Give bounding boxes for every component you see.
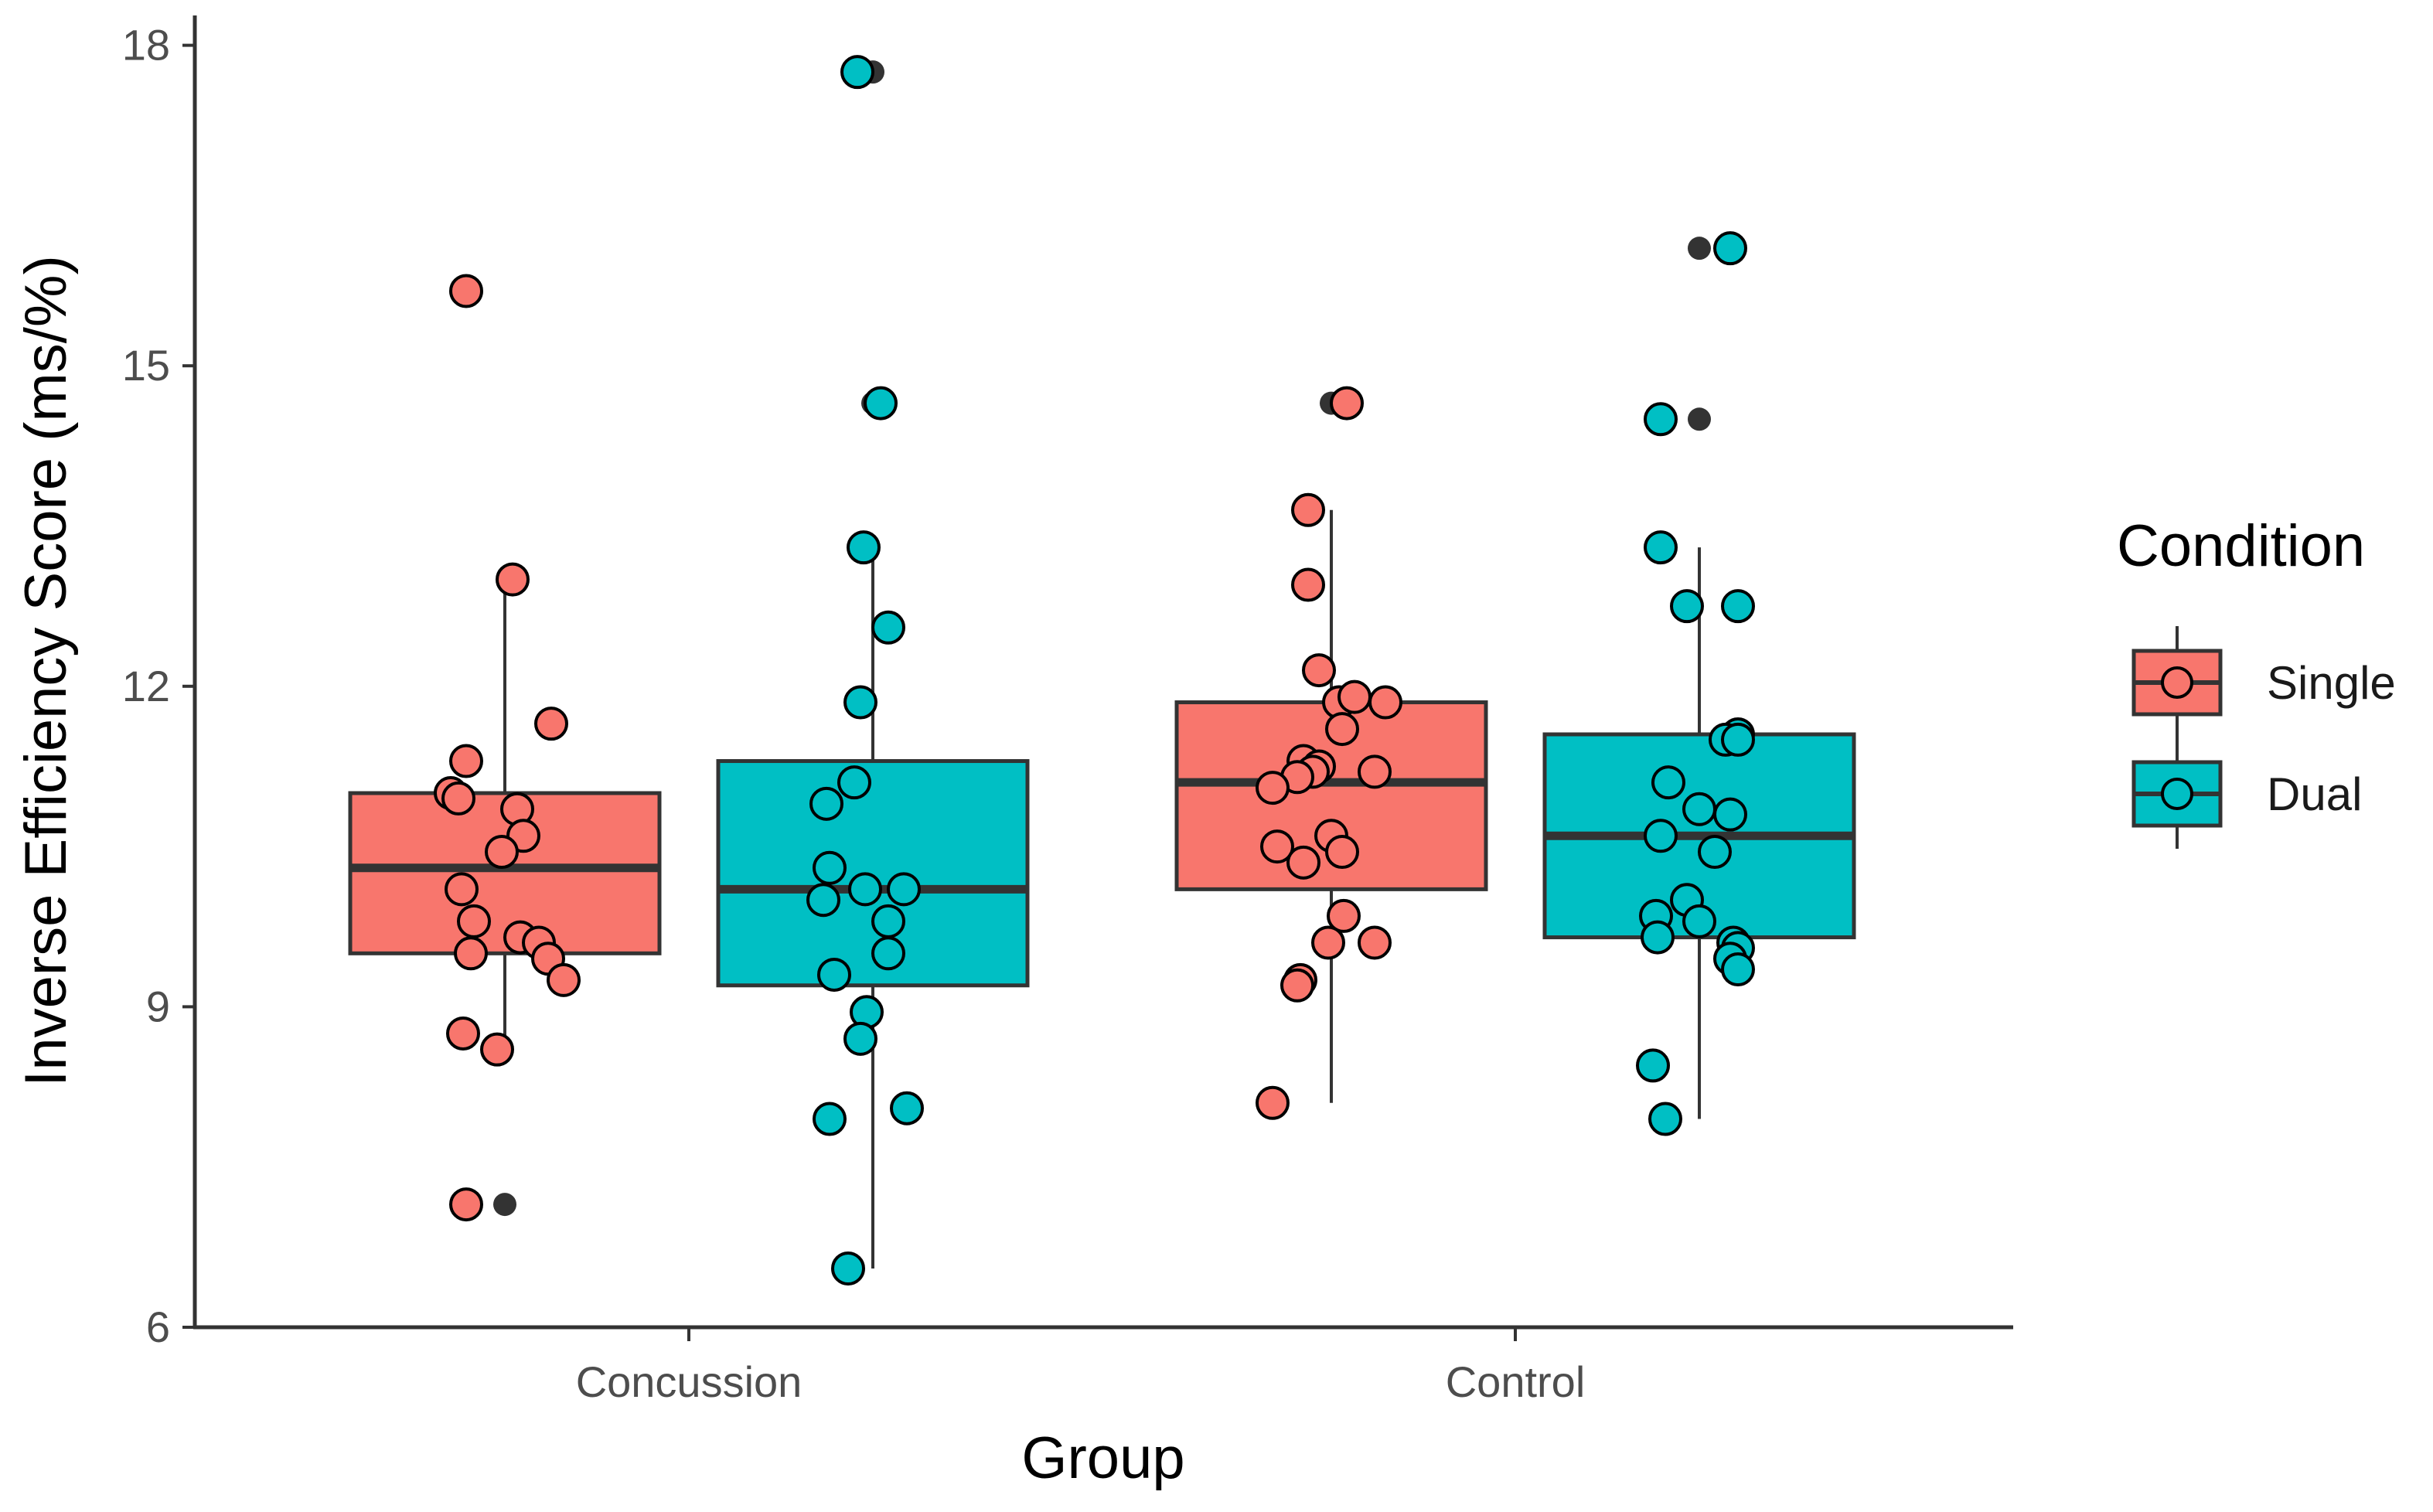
data-point-dual-concussion (871, 904, 905, 938)
x-axis-title: Group (1021, 1425, 1184, 1491)
data-point-single-concussion (445, 872, 479, 907)
x-tick-label: Control (1446, 1357, 1586, 1406)
data-point-dual-control (1721, 722, 1755, 757)
legend-label-single: Single (2267, 657, 2396, 709)
data-point-single-control (1368, 685, 1402, 720)
data-point-dual-concussion (843, 1021, 877, 1056)
data-point-dual-control (1698, 835, 1732, 870)
legend: Condition Single Dual (2117, 513, 2396, 849)
data-point-dual-control (1644, 530, 1678, 565)
data-point-dual-concussion (831, 1251, 865, 1286)
data-point-dual-concussion (840, 55, 874, 90)
data-point-single-control (1302, 653, 1336, 688)
data-point-single-control (1280, 968, 1314, 1003)
data-point-dual-control (1721, 589, 1755, 624)
data-point-single-control (1311, 925, 1345, 960)
data-point-dual-control (1670, 589, 1704, 624)
data-point-dual-control (1651, 765, 1685, 800)
data-point-single-concussion (480, 1032, 514, 1067)
data-point-dual-concussion (871, 610, 905, 645)
data-point-dual-control (1648, 1102, 1682, 1136)
data-point-dual-control (1644, 819, 1678, 853)
data-point-dual-concussion (813, 1102, 847, 1136)
data-point-dual-control (1636, 1048, 1670, 1083)
data-point-single-concussion (457, 904, 491, 938)
data-point-single-control (1325, 712, 1359, 747)
data-point-dual-control (1644, 402, 1678, 437)
outlier-point-single-concussion (493, 1193, 516, 1217)
legend-key-point-single (2161, 666, 2193, 699)
y-tick-label: 6 (146, 1303, 170, 1351)
data-point-single-control (1291, 567, 1325, 602)
data-point-dual-concussion (847, 530, 881, 565)
boxes-layer (348, 60, 1856, 1269)
data-point-single-control (1358, 754, 1392, 789)
data-point-single-concussion (446, 1016, 480, 1051)
legend-key-point-dual (2161, 778, 2193, 810)
ticks-layer: 6 9 12 15 18 Concussion Control (122, 21, 1586, 1406)
data-point-dual-control (1713, 231, 1747, 266)
data-point-dual-control (1641, 920, 1675, 955)
data-point-dual-concussion (864, 386, 898, 421)
data-point-dual-concussion (809, 786, 843, 821)
data-point-single-concussion (547, 962, 581, 997)
y-tick-label: 12 (122, 662, 170, 710)
axes-layer (193, 15, 2013, 1330)
data-point-single-concussion (449, 744, 483, 778)
data-point-dual-control (1682, 904, 1716, 938)
y-tick-label: 15 (122, 341, 170, 390)
legend-items: Single Dual (2131, 626, 2396, 849)
data-point-dual-concussion (817, 957, 851, 992)
data-point-single-concussion (454, 936, 488, 971)
data-point-dual-concussion (813, 850, 847, 885)
y-axis-title: Inverse Efficiency Score (ms/%) (13, 255, 79, 1087)
data-point-dual-control (1721, 952, 1755, 987)
data-point-single-control (1291, 492, 1325, 527)
data-point-dual-control (1713, 797, 1747, 832)
data-point-single-control (1358, 925, 1392, 960)
legend-label-dual: Dual (2267, 768, 2362, 820)
data-point-dual-concussion (890, 1091, 924, 1125)
data-point-single-control (1286, 845, 1320, 880)
points-layer (434, 55, 1755, 1286)
outlier-point-dual-control (1688, 237, 1711, 261)
data-point-single-control (1325, 835, 1359, 870)
data-point-single-control (1330, 386, 1364, 421)
data-point-single-concussion (449, 1187, 483, 1222)
outlier-point-dual-control (1688, 407, 1711, 431)
x-tick-label: Concussion (576, 1357, 802, 1406)
data-point-single-control (1327, 898, 1361, 933)
data-point-dual-concussion (843, 685, 877, 720)
data-point-single-control (1337, 679, 1372, 714)
data-point-single-concussion (449, 274, 483, 308)
data-point-dual-concussion (848, 872, 882, 907)
data-point-dual-concussion (806, 883, 840, 918)
data-point-single-concussion (441, 781, 475, 816)
data-point-dual-concussion (887, 872, 921, 907)
data-point-single-control (1256, 1085, 1290, 1120)
y-tick-label: 18 (122, 21, 170, 70)
data-point-single-concussion (496, 562, 530, 597)
data-point-dual-concussion (837, 765, 871, 800)
legend-title: Condition (2117, 513, 2365, 579)
y-tick-label: 9 (146, 982, 170, 1030)
data-point-dual-concussion (871, 936, 905, 971)
data-point-single-concussion (485, 835, 519, 870)
data-point-dual-control (1682, 792, 1716, 826)
data-point-single-concussion (534, 707, 568, 741)
data-point-single-control (1260, 829, 1294, 864)
data-point-single-control (1256, 771, 1290, 805)
